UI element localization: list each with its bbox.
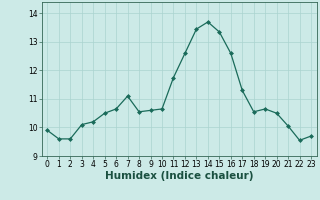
X-axis label: Humidex (Indice chaleur): Humidex (Indice chaleur) — [105, 171, 253, 181]
